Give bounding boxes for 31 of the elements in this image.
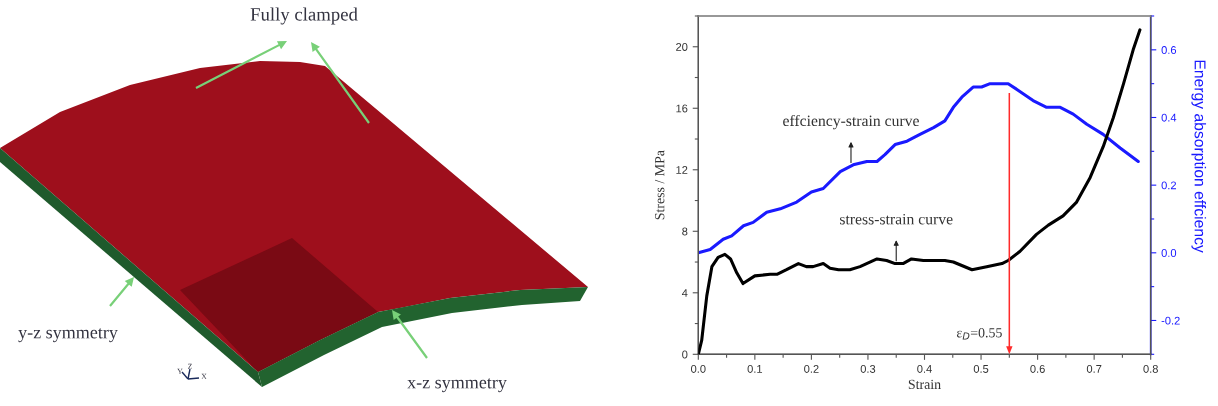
y-tick-label: 8 — [682, 227, 688, 236]
x-axis-title: Strain — [908, 379, 941, 390]
line-series — [698, 82, 1140, 255]
x-tick-label: 0.8 — [1143, 365, 1158, 373]
y2-tick-label: 0.0 — [1161, 249, 1177, 257]
x-tick-label: 0.2 — [804, 365, 819, 373]
x-tick-label: 0.3 — [860, 365, 876, 373]
y2-tick-label: 0.2 — [1161, 181, 1176, 190]
x-tick-label: 0.7 — [1086, 365, 1102, 373]
x-tick-label: 0.1 — [747, 365, 763, 373]
x-tick-label: 0.0 — [691, 365, 706, 373]
annotation: effciency-strain curve — [783, 114, 919, 130]
annotation: stress-strain curve — [839, 213, 953, 225]
x-tick-label: 0.6 — [1030, 365, 1045, 373]
x-tick-label: 0.4 — [917, 365, 932, 373]
y-tick-label: 16 — [676, 104, 688, 113]
y-tick-label: 4 — [681, 289, 688, 297]
y2-tick-label: -0.2 — [1161, 316, 1180, 325]
y2-axis-title: Energy absorption effciency — [1191, 60, 1207, 253]
y-tick-label: 0 — [682, 350, 688, 359]
text: Fully clamped — [250, 7, 358, 25]
y-axis-title: Stress / MPa — [655, 150, 665, 220]
line-series — [698, 28, 1142, 355]
y2-tick-label: 0.4 — [1161, 113, 1177, 122]
text: y-z symmetry — [18, 328, 118, 343]
y2-tick-label: 0.6 — [1161, 46, 1177, 54]
x-tick-label: 0.5 — [973, 365, 989, 373]
y-tick-label: 12 — [676, 166, 688, 174]
ref-line-label: ε$_{D}$=0.55 — [956, 328, 1002, 340]
text: x-z symmetry — [407, 378, 507, 393]
y-tick-label: 20 — [676, 43, 688, 51]
